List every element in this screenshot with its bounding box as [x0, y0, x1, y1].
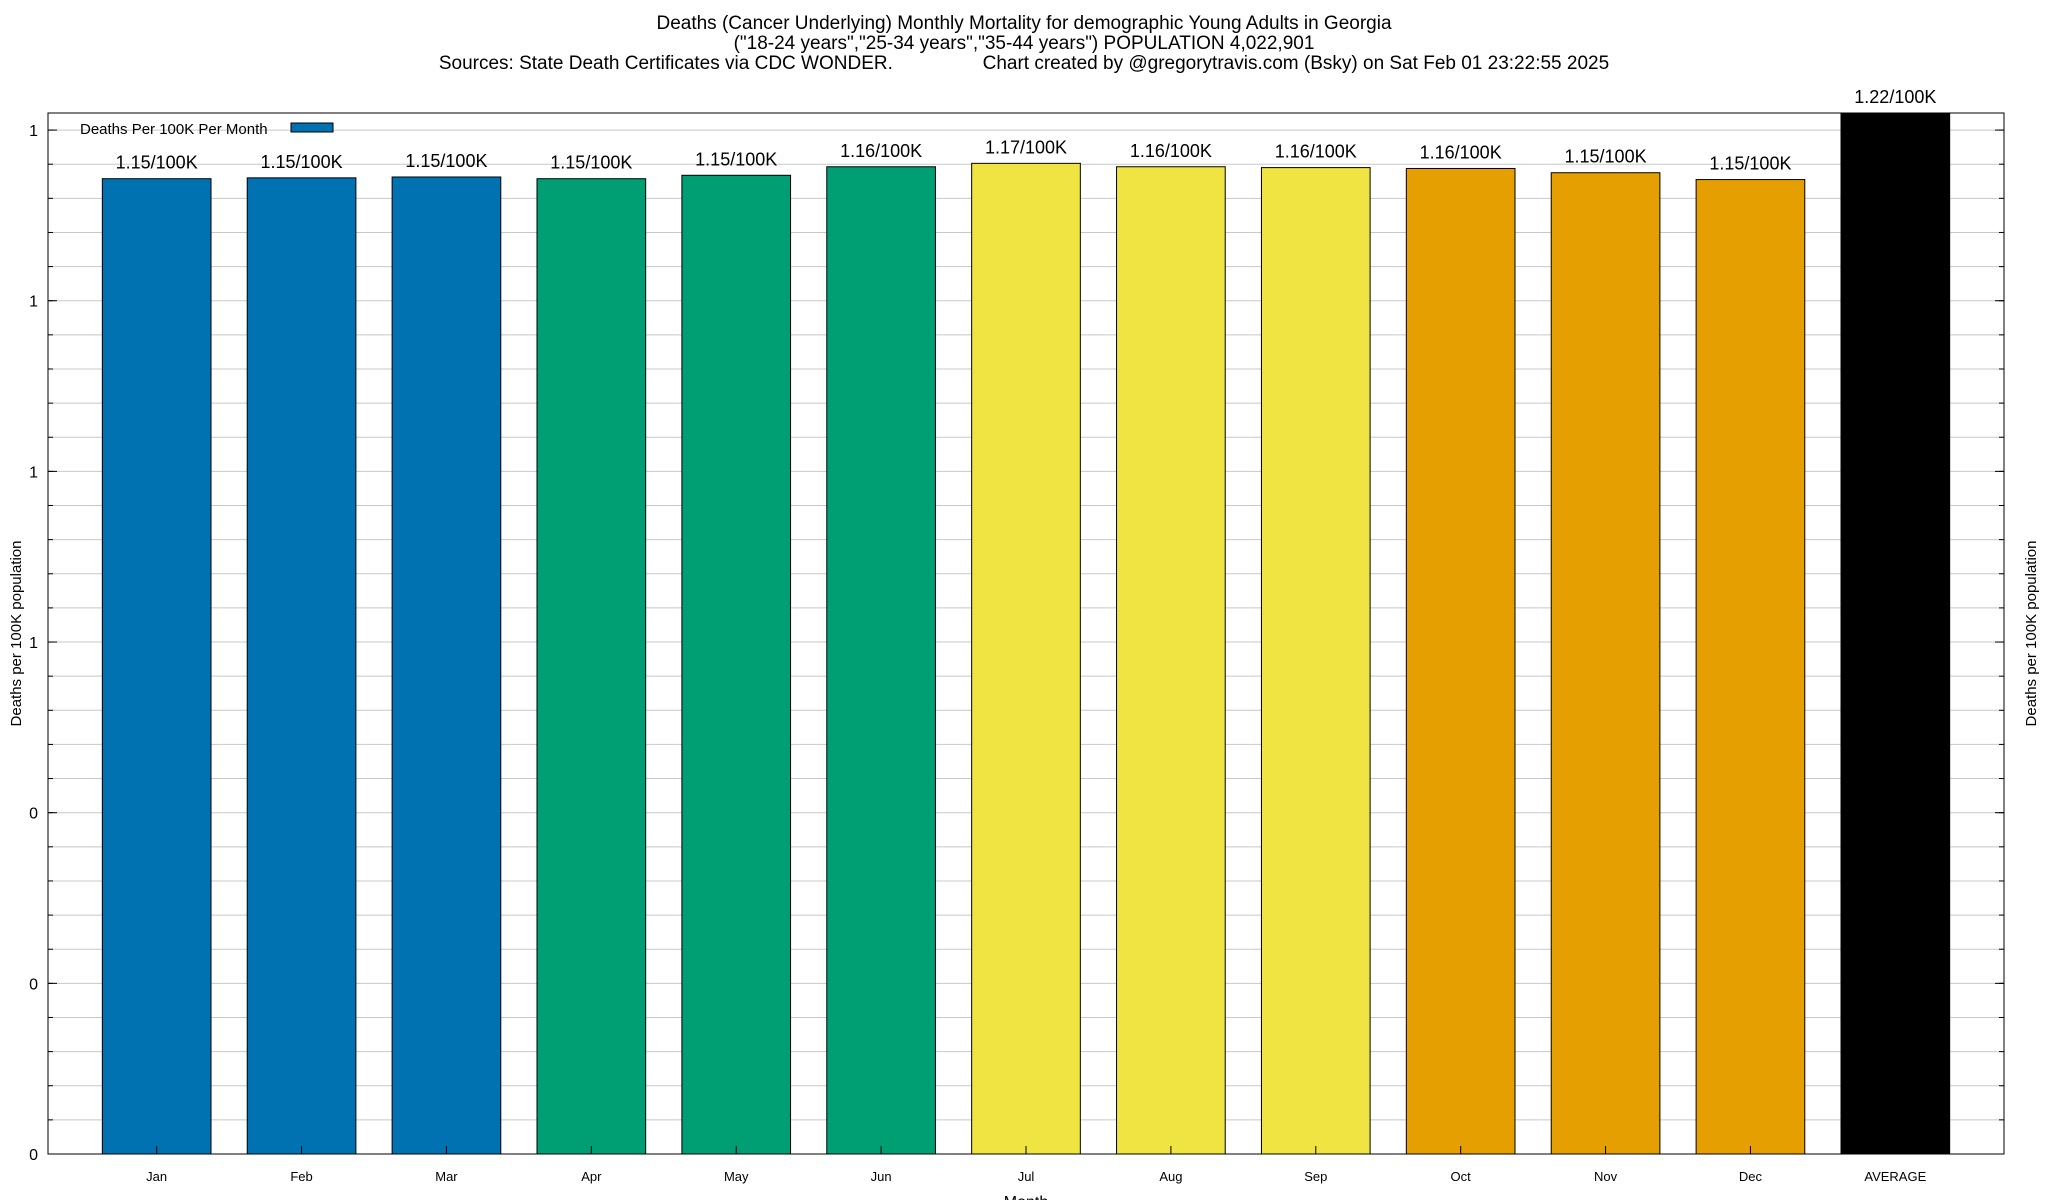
data-label: 1.15/100K — [550, 153, 632, 173]
data-label: 1.15/100K — [695, 149, 777, 169]
bar-may — [681, 174, 792, 1155]
bar-jun — [826, 166, 936, 1155]
x-tick-label: Jan — [146, 1169, 167, 1184]
x-tick-label: Jun — [871, 1169, 892, 1184]
data-label: 1.16/100K — [840, 141, 922, 161]
bar-oct — [1405, 167, 1516, 1155]
bar-sep — [1260, 167, 1371, 1155]
y-tick-label: 0 — [29, 976, 38, 993]
chart-title: Deaths (Cancer Underlying) Monthly Morta… — [656, 13, 1392, 34]
y-tick-label: 0 — [29, 806, 38, 823]
x-tick-label: Nov — [1594, 1169, 1618, 1184]
data-label: 1.15/100K — [261, 152, 343, 172]
data-label: 1.16/100K — [1420, 142, 1502, 162]
bar-nov — [1550, 172, 1661, 1155]
bar-jan — [101, 178, 212, 1155]
data-label: 1.17/100K — [985, 137, 1067, 157]
y-tick-label: 1 — [29, 294, 38, 311]
data-label: 1.15/100K — [1709, 154, 1791, 174]
x-tick-label: May — [724, 1169, 749, 1184]
data-label: 1.16/100K — [1275, 142, 1357, 162]
bar-aug — [1116, 166, 1226, 1155]
bar-jul — [971, 162, 1081, 1155]
x-tick-label: Sep — [1304, 1169, 1327, 1184]
x-tick-label: Jul — [1018, 1169, 1035, 1184]
bar-mar — [391, 176, 502, 1155]
x-tick-label: Feb — [290, 1169, 312, 1184]
data-label: 1.22/100K — [1854, 87, 1936, 107]
data-label: 1.16/100K — [1130, 141, 1212, 161]
y-axis-label-right: Deaths per 100K population — [2023, 541, 2040, 727]
y-tick-label: 1 — [29, 464, 38, 481]
bar-feb — [246, 177, 357, 1155]
x-axis-label: Month — [1004, 1194, 1048, 1200]
chart-subtitle: ("18-24 years","25-34 years","35-44 year… — [733, 33, 1315, 54]
x-tick-label: Apr — [581, 1169, 602, 1184]
legend-swatch — [290, 122, 334, 133]
legend-label: Deaths Per 100K Per Month — [80, 121, 268, 138]
data-label: 1.15/100K — [1565, 147, 1647, 167]
y-tick-label: 1 — [29, 123, 38, 140]
y-axis-label: Deaths per 100K population — [8, 541, 25, 727]
x-tick-label: Dec — [1739, 1169, 1763, 1184]
x-tick-label: Aug — [1159, 1169, 1182, 1184]
plot-frame — [47, 112, 2005, 1155]
chart-title-block: Deaths (Cancer Underlying) Monthly Morta… — [0, 14, 2048, 74]
x-tick-label: Oct — [1451, 1169, 1472, 1184]
bar-dec — [1695, 179, 1806, 1155]
y-tick-label: 0 — [29, 1147, 38, 1164]
chart-sources: Sources: State Death Certificates via CD… — [438, 53, 1610, 74]
x-tick-label: Mar — [435, 1169, 458, 1184]
y-tick-label: 1 — [29, 635, 38, 652]
data-label: 1.15/100K — [405, 151, 487, 171]
bar-apr — [536, 178, 647, 1155]
data-label: 1.15/100K — [116, 153, 198, 173]
x-tick-label: AVERAGE — [1864, 1169, 1926, 1184]
bar-average — [1840, 112, 1951, 1155]
